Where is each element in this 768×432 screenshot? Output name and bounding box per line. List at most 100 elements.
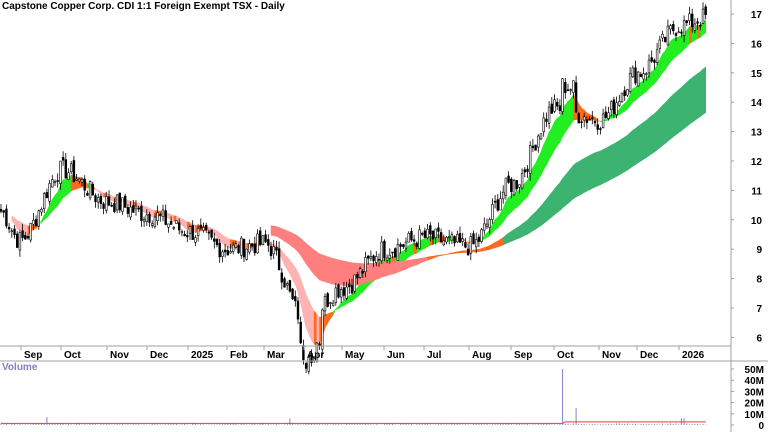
long-term-ribbon — [289, 231, 293, 248]
long-term-ribbon — [624, 134, 628, 173]
long-term-ribbon — [589, 153, 593, 191]
long-term-ribbon — [386, 261, 391, 277]
long-term-ribbon — [440, 254, 445, 256]
long-term-ribbon — [608, 144, 612, 182]
long-term-ribbon — [686, 79, 690, 128]
volume-tick-label: 40M — [745, 376, 764, 387]
short-term-ribbon — [686, 25, 690, 48]
short-term-ribbon — [300, 278, 304, 316]
long-term-ribbon — [667, 96, 671, 142]
long-term-ribbon — [403, 260, 407, 271]
short-term-ribbon — [486, 229, 490, 239]
long-term-ribbon — [556, 181, 561, 214]
short-term-ribbon — [700, 20, 704, 39]
long-term-ribbon — [397, 260, 401, 273]
long-term-ribbon — [308, 244, 312, 272]
long-term-ribbon — [600, 149, 604, 186]
long-term-ribbon — [594, 151, 598, 188]
long-term-ribbon — [543, 198, 547, 224]
long-term-ribbon — [621, 136, 625, 174]
chart-title: Capstone Copper Corp. CDI 1:1 Foreign Ex… — [2, 1, 285, 12]
long-term-ribbon — [548, 191, 553, 220]
long-term-ribbon — [473, 249, 477, 253]
long-term-ribbon — [394, 261, 399, 274]
long-term-ribbon — [338, 259, 342, 286]
long-term-ribbon — [700, 68, 704, 118]
long-term-ribbon — [295, 234, 299, 253]
long-term-ribbon — [697, 71, 701, 119]
short-term-ribbon — [41, 214, 45, 224]
month-label: Nov — [602, 350, 621, 361]
short-term-ribbon — [151, 209, 156, 218]
short-term-ribbon — [567, 98, 571, 130]
short-term-ribbon — [54, 191, 58, 209]
short-term-ribbon — [627, 94, 631, 111]
month-label: Jun — [387, 350, 405, 361]
long-term-ribbon — [313, 249, 318, 278]
short-term-ribbon — [678, 35, 682, 55]
short-term-ribbon — [548, 126, 553, 161]
short-term-ribbon — [619, 104, 623, 116]
month-label: Mar — [267, 350, 285, 361]
long-term-ribbon — [278, 227, 283, 240]
short-term-ribbon — [702, 19, 706, 36]
long-term-ribbon — [605, 146, 609, 183]
long-term-ribbon — [678, 86, 682, 134]
short-term-ribbon — [403, 248, 407, 262]
long-term-ribbon — [486, 245, 490, 251]
short-term-ribbon — [305, 294, 310, 335]
long-term-ribbon — [319, 253, 323, 282]
short-term-ribbon — [648, 70, 652, 90]
long-term-ribbon — [316, 251, 320, 281]
long-term-ribbon — [643, 119, 647, 160]
long-term-ribbon — [330, 257, 334, 285]
volume-tick-label: 30M — [745, 387, 764, 398]
long-term-ribbon — [640, 121, 644, 162]
long-term-ribbon — [427, 256, 431, 261]
long-term-ribbon — [651, 113, 655, 155]
short-term-ribbon — [143, 205, 148, 214]
short-term-ribbon — [284, 253, 288, 271]
long-term-ribbon — [327, 256, 331, 284]
long-term-ribbon — [419, 257, 423, 264]
long-term-ribbon — [311, 247, 315, 276]
short-term-ribbon — [635, 83, 639, 102]
long-term-ribbon — [432, 255, 436, 259]
month-label: Oct — [557, 350, 574, 361]
long-term-ribbon — [586, 155, 590, 192]
short-term-ribbon — [16, 220, 21, 231]
short-term-ribbon — [621, 102, 625, 114]
price-tick-label: 6 — [756, 333, 762, 344]
long-term-ribbon — [494, 240, 499, 249]
long-term-ribbon — [602, 147, 607, 184]
long-term-ribbon — [627, 132, 631, 171]
price-tick-label: 8 — [756, 275, 762, 286]
long-term-ribbon — [324, 255, 328, 284]
short-term-ribbon — [516, 189, 520, 208]
month-label: Jul — [427, 350, 442, 361]
short-term-ribbon — [675, 36, 679, 58]
long-term-ribbon — [303, 240, 307, 265]
short-term-ribbon — [97, 189, 102, 195]
long-term-ribbon — [654, 110, 658, 153]
short-term-ribbon — [408, 243, 412, 258]
short-term-ribbon — [308, 300, 312, 341]
long-term-ribbon — [635, 125, 639, 166]
long-term-ribbon — [284, 229, 288, 244]
price-tick-label: 11 — [751, 186, 762, 197]
short-term-ribbon — [168, 212, 172, 221]
short-term-ribbon — [559, 108, 563, 143]
long-term-ribbon — [305, 242, 310, 269]
long-term-ribbon — [592, 152, 596, 189]
short-term-ribbon — [65, 177, 69, 197]
short-term-ribbon — [25, 224, 29, 235]
short-term-ribbon — [540, 144, 544, 176]
long-term-ribbon — [575, 161, 580, 198]
long-term-ribbon — [540, 201, 544, 227]
short-term-ribbon — [646, 73, 650, 93]
short-term-ribbon — [286, 256, 291, 275]
short-term-ribbon — [281, 249, 285, 266]
long-term-ribbon — [546, 194, 550, 222]
long-term-ribbon — [694, 72, 698, 121]
long-term-ribbon — [662, 102, 666, 147]
